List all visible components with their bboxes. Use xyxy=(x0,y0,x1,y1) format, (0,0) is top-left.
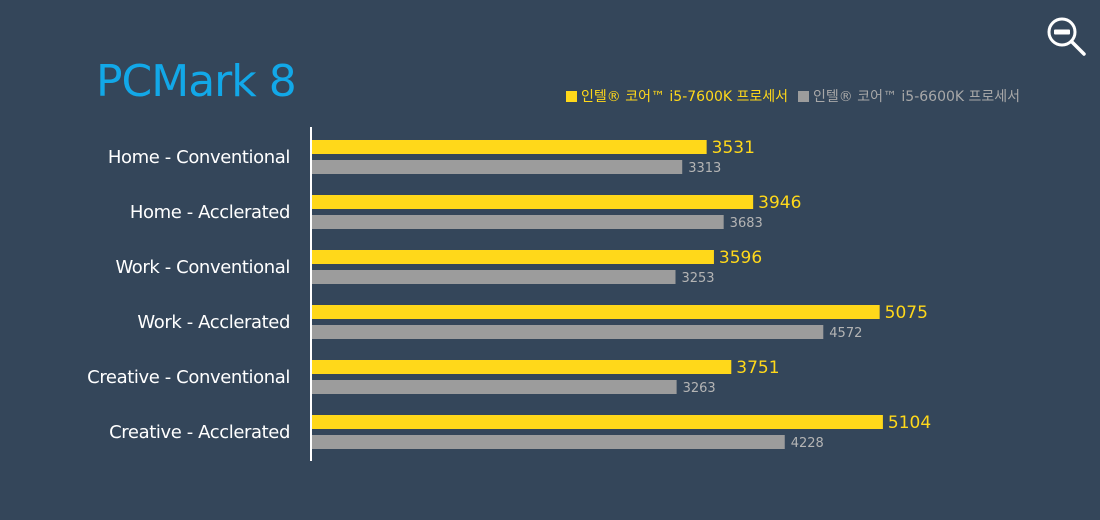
category-label: Creative - Conventional xyxy=(87,367,290,388)
zoom-out-icon[interactable] xyxy=(1044,14,1090,60)
bar-series-b xyxy=(311,435,785,449)
legend-label-series-b: 인텔® 코어™ i5-6600K 프로세서 xyxy=(813,89,1021,105)
chart-title: PCMark 8 xyxy=(96,56,297,107)
data-label-series-b: 4228 xyxy=(791,436,824,451)
bar-series-b xyxy=(311,270,676,284)
bar-series-a xyxy=(311,140,707,154)
legend-swatch-series-b xyxy=(798,90,809,102)
category-label: Work - Conventional xyxy=(115,257,290,278)
bar-series-b xyxy=(311,325,824,339)
data-label-series-b: 3253 xyxy=(681,271,714,286)
bar-series-a xyxy=(311,195,754,209)
bar-series-a xyxy=(311,360,732,374)
bar-series-a xyxy=(311,415,883,429)
category-label: Creative - Acclerated xyxy=(109,422,290,443)
category-label: Work - Acclerated xyxy=(137,312,290,333)
data-label-series-b: 3313 xyxy=(688,161,721,176)
data-label-series-a: 3531 xyxy=(712,138,755,158)
legend-swatch-series-a xyxy=(566,90,577,102)
bar-series-a xyxy=(311,305,880,319)
legend-label-series-a: 인텔® 코어™ i5-7600K 프로세서 xyxy=(581,89,789,105)
bar-series-a xyxy=(311,250,714,264)
category-label: Home - Acclerated xyxy=(130,202,290,223)
data-label-series-a: 5104 xyxy=(888,413,931,433)
bar-series-b xyxy=(311,215,724,229)
data-label-series-a: 3946 xyxy=(758,193,801,213)
bar-series-b xyxy=(311,380,677,394)
bar-series-b xyxy=(311,160,683,174)
legend-item-series-a: 인텔® 코어™ i5-7600K 프로세서 xyxy=(566,86,788,106)
data-label-series-a: 3751 xyxy=(736,358,779,378)
data-label-series-b: 3263 xyxy=(683,381,716,396)
data-label-series-b: 4572 xyxy=(829,326,862,341)
legend-item-series-b: 인텔® 코어™ i5-6600K 프로세서 xyxy=(798,86,1020,106)
category-label: Home - Conventional xyxy=(108,147,290,168)
data-label-series-a: 5075 xyxy=(885,303,928,323)
data-label-series-b: 3683 xyxy=(730,216,763,231)
data-label-series-a: 3596 xyxy=(719,248,762,268)
